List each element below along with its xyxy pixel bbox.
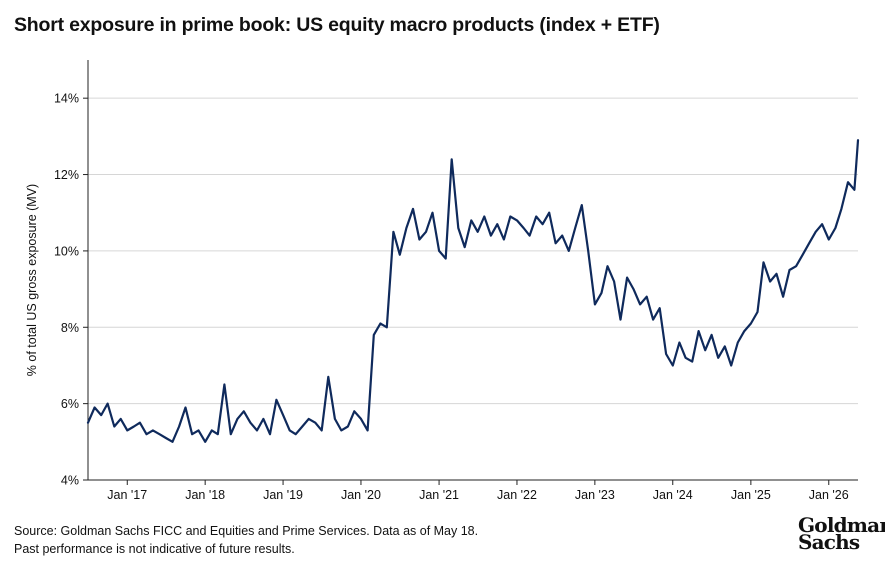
y-tick-label: 8% [61, 321, 79, 335]
x-tick-label: Jan '24 [653, 488, 693, 502]
series-line [86, 139, 860, 443]
logo-line-2: Sachs [798, 530, 860, 554]
y-tick-labels: 4% 6% 8% 10% 12% 14% [54, 92, 88, 488]
disclaimer-note: Past performance is not indicative of fu… [14, 542, 295, 556]
x-tick-label: Jan '19 [263, 488, 303, 502]
goldman-sachs-logo: Goldman Sachs [798, 513, 885, 554]
x-tick-label: Jan '23 [575, 488, 615, 502]
grid-lines [88, 97, 858, 405]
x-tick-labels: Jan '17 Jan '18 Jan '19 Jan '20 Jan '21 Jan '… [107, 480, 849, 502]
y-tick-label: 6% [61, 397, 79, 411]
y-tick-label: 14% [54, 92, 79, 106]
x-tick-label: Jan '25 [731, 488, 771, 502]
y-tick-label: 10% [54, 244, 79, 258]
y-tick-label: 12% [54, 168, 79, 182]
y-axis-label: % of total US gross exposure (MV) [25, 184, 39, 376]
logo-line-1: Goldman [798, 513, 885, 537]
source-note: Source: Goldman Sachs FICC and Equities … [14, 524, 479, 538]
chart-title: Short exposure in prime book: US equity … [14, 14, 660, 36]
x-tick-label: Jan '18 [185, 488, 225, 502]
footer-notes: Source: Goldman Sachs FICC and Equities … [14, 522, 478, 558]
y-tick-label: 4% [61, 474, 79, 488]
x-tick-label: Jan '21 [419, 488, 459, 502]
x-tick-label: Jan '22 [497, 488, 537, 502]
x-tick-label: Jan '17 [107, 488, 147, 502]
x-tick-label: Jan '20 [341, 488, 381, 502]
x-tick-label: Jan '26 [809, 488, 849, 502]
